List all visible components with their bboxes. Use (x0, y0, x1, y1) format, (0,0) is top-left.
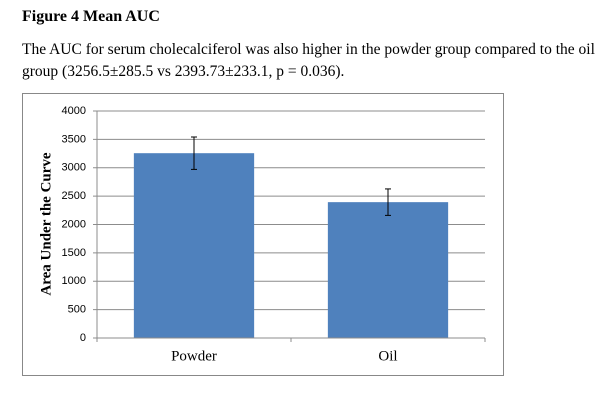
x-tick-label: Oil (378, 348, 397, 364)
y-tick-label: 4000 (62, 105, 86, 117)
bar (327, 202, 449, 338)
figure-title: Figure 4 Mean AUC (22, 8, 160, 25)
y-axis-label: Area Under the Curve (38, 152, 54, 296)
error-bar (191, 136, 197, 170)
chart-frame (22, 93, 504, 376)
y-tick-label: 1000 (62, 275, 86, 287)
y-tick-label: 2000 (62, 218, 86, 230)
y-tick-label: 3000 (62, 162, 86, 174)
paragraph: The AUC for serum cholecalciferol was al… (22, 41, 595, 80)
y-tick-label: 2500 (62, 190, 86, 202)
x-tick-label: Powder (171, 348, 217, 364)
y-tick-label: 500 (68, 304, 86, 316)
y-tick-label: 1500 (62, 247, 86, 259)
error-bar (385, 188, 391, 216)
y-tick-label: 0 (80, 332, 86, 344)
bar (133, 153, 255, 338)
y-tick-label: 3500 (62, 133, 86, 145)
